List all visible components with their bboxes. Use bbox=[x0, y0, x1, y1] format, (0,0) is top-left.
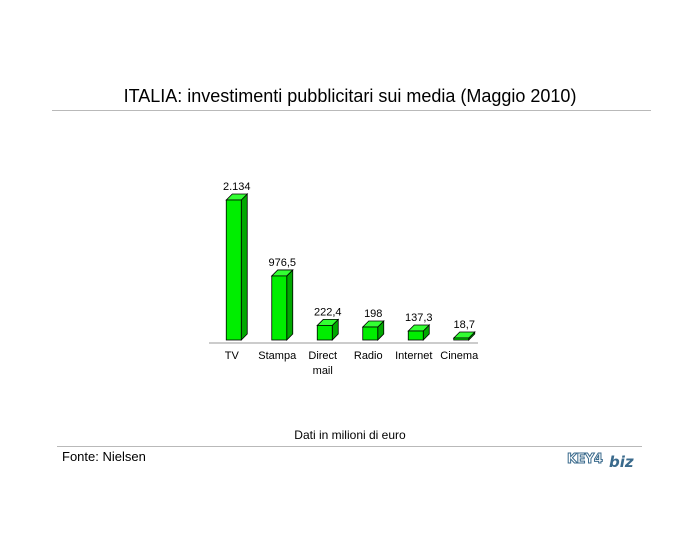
units-caption: Dati in milioni di euro bbox=[294, 428, 406, 442]
bar-front-cinema bbox=[453, 337, 470, 341]
bar-side-tv bbox=[240, 193, 248, 341]
title-divider bbox=[52, 110, 651, 111]
chart-title: ITALIA: investimenti pubblicitari sui me… bbox=[123, 86, 577, 106]
bar-front-internet bbox=[407, 330, 424, 341]
value-label-stampa: 976,5 bbox=[268, 257, 296, 269]
value-label-cinema: 18,7 bbox=[454, 319, 475, 331]
bar-front-stampa bbox=[271, 275, 288, 341]
bar-front-radio bbox=[362, 326, 379, 341]
logo-key-text: KEY4 bbox=[566, 452, 603, 468]
category-label-internet: Internet bbox=[395, 350, 432, 362]
bar-side-stampa bbox=[286, 268, 294, 341]
bar-radio bbox=[361, 320, 385, 341]
source-note: Fonte: Nielsen bbox=[62, 449, 146, 464]
footer-divider bbox=[57, 446, 642, 447]
bar-cinema bbox=[452, 331, 476, 341]
key4biz-logo: KEY4 biz bbox=[566, 452, 639, 472]
bar-front-direct-mail bbox=[316, 325, 333, 341]
category-label-stampa: Stampa bbox=[258, 350, 297, 362]
category-label-cinema: Cinema bbox=[440, 350, 479, 362]
bar-direct-mail bbox=[316, 318, 340, 341]
bar-chart: 2.134 976,5 222,4 198 137,3 18,7 TV Stampa Dire… bbox=[209, 181, 479, 377]
category-label-tv: TV bbox=[225, 350, 240, 362]
value-label-tv: 2.134 bbox=[223, 181, 251, 193]
value-label-radio: 198 bbox=[364, 308, 382, 320]
value-label-direct-mail: 222,4 bbox=[314, 306, 342, 318]
logo-biz-text: biz bbox=[609, 453, 634, 471]
category-label-direct-mail: Direct mail bbox=[308, 350, 337, 377]
bar-front-tv bbox=[225, 199, 242, 341]
bar-internet bbox=[407, 324, 431, 341]
value-label-internet: 137,3 bbox=[405, 312, 433, 324]
bar-tv bbox=[225, 193, 249, 341]
category-label-radio: Radio bbox=[354, 350, 383, 362]
bar-stampa bbox=[270, 268, 294, 341]
